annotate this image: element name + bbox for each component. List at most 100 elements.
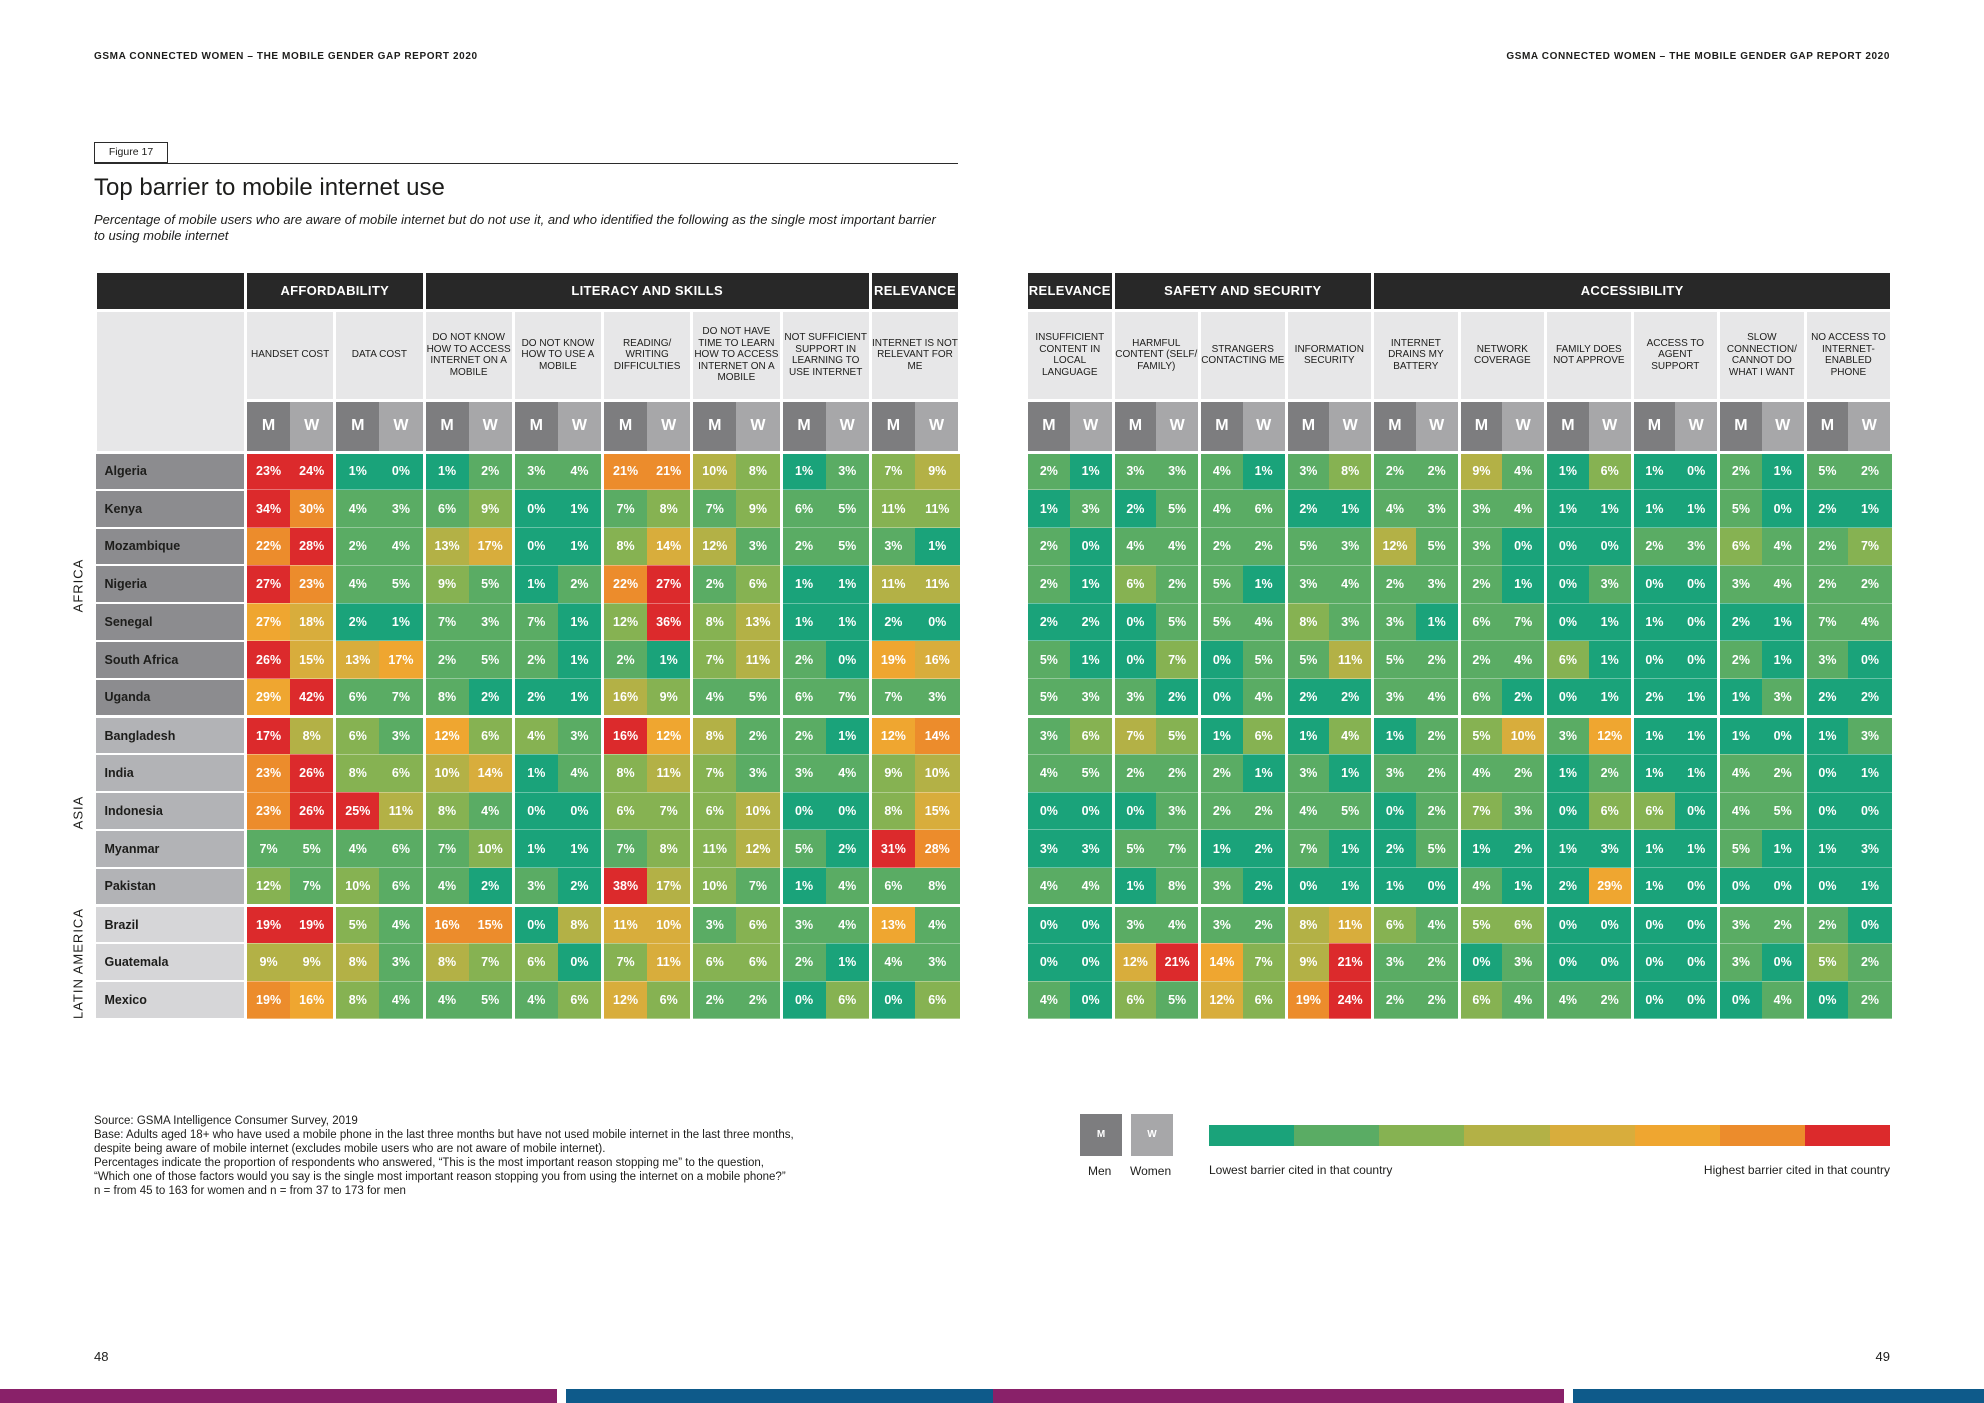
legend-women-key: W bbox=[1131, 1114, 1173, 1156]
men-value-cell: 1% bbox=[1544, 489, 1589, 529]
women-value-cell: 2% bbox=[736, 981, 781, 1020]
women-value-cell: 0% bbox=[1761, 489, 1806, 529]
table-row: 4% 5% 2% 2% 2% 1% 3% 1% 3% 2% 4% 2% 1% 2% 1% 1% 4% 2% 0% 1% bbox=[1024, 754, 1892, 793]
page-number-left: 48 bbox=[94, 1349, 109, 1364]
men-value-cell: 0% bbox=[1544, 527, 1589, 566]
running-header-left: GSMA CONNECTED WOMEN – THE MOBILE GENDER… bbox=[94, 51, 478, 62]
men-value-cell: 1% bbox=[1544, 754, 1589, 793]
legend-men-key: M bbox=[1080, 1114, 1122, 1156]
men-value-cell: 1% bbox=[333, 452, 380, 491]
women-value-cell: 3% bbox=[379, 489, 424, 529]
men-value-cell: 7% bbox=[1111, 715, 1157, 755]
men-value-cell: 0% bbox=[1544, 678, 1589, 718]
men-value-cell: 5% bbox=[1024, 640, 1070, 680]
women-value-cell: 11% bbox=[1329, 640, 1373, 680]
women-column-header: W bbox=[1415, 400, 1461, 454]
men-value-cell: 1% bbox=[511, 754, 558, 793]
men-value-cell: 3% bbox=[1544, 715, 1589, 755]
women-value-cell: 4% bbox=[557, 452, 603, 491]
men-value-cell: 19% bbox=[868, 640, 915, 680]
men-value-cell: 6% bbox=[690, 943, 737, 982]
men-value-cell: 1% bbox=[779, 603, 826, 642]
men-value-cell: 10% bbox=[690, 867, 737, 907]
men-value-cell: 5% bbox=[1284, 527, 1330, 566]
women-value-cell: 27% bbox=[647, 565, 692, 604]
women-value-cell: 2% bbox=[1156, 678, 1200, 718]
women-value-cell: 2% bbox=[1329, 678, 1373, 718]
women-value-cell: 2% bbox=[1502, 829, 1546, 869]
women-value-cell: 4% bbox=[1761, 981, 1806, 1020]
barrier-header: READING/ WRITING DIFFICULTIES bbox=[600, 308, 694, 402]
group-literacy-and-skills: LITERACY AND SKILLS bbox=[422, 273, 872, 312]
women-value-cell: 1% bbox=[914, 527, 960, 566]
women-value-cell: 29% bbox=[1588, 867, 1633, 907]
women-value-cell: 0% bbox=[1848, 792, 1892, 831]
men-value-cell: 2% bbox=[1803, 904, 1849, 944]
men-value-cell: 0% bbox=[1284, 867, 1330, 907]
women-value-cell: 2% bbox=[1242, 792, 1287, 831]
men-column-header: M bbox=[1198, 400, 1243, 454]
men-value-cell: 12% bbox=[1111, 943, 1157, 982]
men-value-cell: 0% bbox=[779, 792, 826, 831]
country-label: Bangladesh bbox=[95, 715, 247, 756]
table-row: Guatemala 9% 9% 8% 3% 8% 7% 6% 0% 7% 11% 6% 6% 2% 1% 4%… bbox=[95, 943, 960, 983]
women-value-cell: 0% bbox=[1675, 792, 1719, 831]
women-value-cell: 2% bbox=[468, 452, 514, 491]
men-value-cell: 2% bbox=[1803, 565, 1849, 604]
women-value-cell: 5% bbox=[1415, 527, 1460, 566]
women-value-cell: 1% bbox=[557, 829, 603, 869]
men-value-cell: 16% bbox=[601, 678, 648, 718]
women-value-cell: 3% bbox=[736, 754, 781, 793]
women-value-cell: 0% bbox=[1069, 904, 1114, 944]
men-value-cell: 2% bbox=[1630, 527, 1676, 566]
women-value-cell: 3% bbox=[1069, 678, 1114, 718]
women-value-cell: 4% bbox=[379, 527, 424, 566]
women-value-cell: 10% bbox=[1502, 715, 1546, 755]
men-value-cell: 5% bbox=[1457, 904, 1503, 944]
men-value-cell: 1% bbox=[779, 565, 826, 604]
women-value-cell: 3% bbox=[1675, 527, 1719, 566]
table-row: 0% 0% 12% 21% 14% 7% 9% 21% 3% 2% 0% 3% 0% 0% 0% 0% 3% 0%… bbox=[1024, 943, 1892, 982]
men-value-cell: 7% bbox=[1284, 829, 1330, 869]
women-value-cell: 1% bbox=[557, 527, 603, 566]
men-value-cell: 5% bbox=[333, 904, 380, 944]
men-value-cell: 2% bbox=[333, 527, 380, 566]
women-value-cell: 11% bbox=[914, 565, 960, 604]
men-column-header: M bbox=[511, 400, 558, 454]
barrier-header: INFORMATION SECURITY bbox=[1284, 308, 1375, 402]
men-value-cell: 2% bbox=[1198, 792, 1243, 831]
women-value-cell: 5% bbox=[1156, 981, 1200, 1020]
men-value-cell: 7% bbox=[868, 678, 915, 718]
women-value-cell: 1% bbox=[1415, 603, 1460, 642]
women-value-cell: 3% bbox=[1069, 489, 1114, 529]
women-value-cell: 7% bbox=[1156, 640, 1200, 680]
men-value-cell: 0% bbox=[511, 792, 558, 831]
men-value-cell: 4% bbox=[511, 715, 558, 755]
women-value-cell: 7% bbox=[1156, 829, 1200, 869]
men-value-cell: 0% bbox=[1630, 904, 1676, 944]
men-value-cell: 3% bbox=[1371, 678, 1416, 718]
women-value-cell: 8% bbox=[647, 489, 692, 529]
women-value-cell: 1% bbox=[1069, 565, 1114, 604]
men-value-cell: 4% bbox=[422, 867, 469, 907]
women-value-cell: 4% bbox=[1156, 527, 1200, 566]
women-value-cell: 5% bbox=[1415, 829, 1460, 869]
men-value-cell: 13% bbox=[333, 640, 380, 680]
women-value-cell: 21% bbox=[647, 452, 692, 491]
barrier-header: DO NOT KNOW HOW TO ACCESS INTERNET ON A … bbox=[422, 308, 515, 402]
women-value-cell: 6% bbox=[1588, 792, 1633, 831]
women-value-cell: 15% bbox=[468, 904, 514, 944]
country-label: Kenya bbox=[95, 489, 247, 529]
men-value-cell: 2% bbox=[1371, 565, 1416, 604]
men-value-cell: 4% bbox=[1717, 754, 1762, 793]
women-value-cell: 6% bbox=[379, 867, 424, 907]
men-value-cell: 2% bbox=[779, 715, 826, 755]
men-value-cell: 16% bbox=[422, 904, 469, 944]
barrier-header: INTERNET IS NOT RELEVANT FOR ME bbox=[868, 308, 962, 402]
table-row: 3% 6% 7% 5% 1% 6% 1% 4% 1% 2% 5% 10% 3% 12% 1% 1% 1% 0% 1%… bbox=[1024, 715, 1892, 755]
women-value-cell: 0% bbox=[1069, 527, 1114, 566]
women-value-cell: 3% bbox=[1156, 792, 1200, 831]
men-value-cell: 2% bbox=[1457, 640, 1503, 680]
women-value-cell: 6% bbox=[1588, 452, 1633, 491]
women-value-cell: 3% bbox=[914, 943, 960, 982]
